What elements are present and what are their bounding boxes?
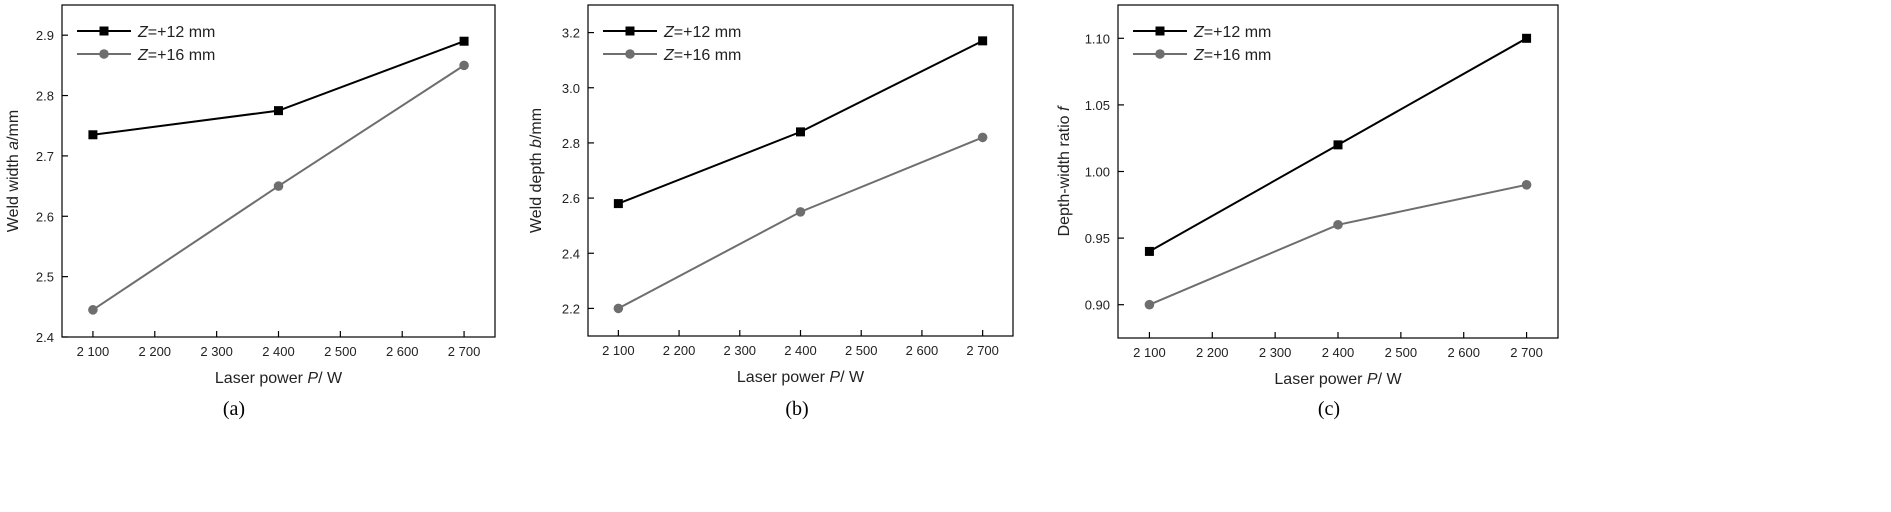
data-point-square xyxy=(274,106,283,116)
series-line-2 xyxy=(1149,183,1527,306)
panel-label: (c) xyxy=(1318,398,1340,420)
data-point-square xyxy=(796,127,805,137)
x-tick-label: 2 200 xyxy=(1196,345,1229,360)
data-point-circle xyxy=(273,181,284,191)
data-point-square xyxy=(88,130,98,140)
x-tick-label: 2 600 xyxy=(386,344,419,359)
x-tick-label: 2 100 xyxy=(602,343,635,358)
data-point-circle xyxy=(795,207,806,217)
panel-label: (a) xyxy=(223,398,245,420)
data-point-circle xyxy=(459,60,469,71)
x-tick-label: 2 300 xyxy=(200,344,233,359)
y-axis-label: Depth-width ratio f xyxy=(1056,105,1073,236)
y-tick-label: 2.8 xyxy=(562,136,580,151)
chart-panel-3: 2 100 2 200 2 300 2 400 2 500 2 600 2 700 0.90 0… xyxy=(1056,4,1559,420)
panel-label: (b) xyxy=(785,398,808,420)
legend-marker-circle xyxy=(625,49,635,59)
x-tick-label: 2 700 xyxy=(448,344,481,359)
data-point-circle xyxy=(1521,180,1532,190)
legend-label: Z=+12 mm xyxy=(1193,24,1271,41)
y-tick-label: 3.2 xyxy=(562,26,580,41)
chart-panel-1: 2 100 2 200 2 300 2 400 2 500 2 600 2 700 2.4 2.… xyxy=(5,4,496,420)
x-tick-label: 2 200 xyxy=(663,343,696,358)
legend-marker-circle xyxy=(99,49,109,59)
legend-label: Z=+16 mm xyxy=(663,47,741,64)
legend-label: Z=+16 mm xyxy=(137,47,215,64)
data-point-square xyxy=(459,36,469,46)
y-tick-label: 1.00 xyxy=(1085,165,1110,180)
x-tick-label: 2 500 xyxy=(1385,345,1418,360)
data-point-square xyxy=(1522,33,1532,43)
x-tick-label: 2 700 xyxy=(966,343,999,358)
data-point-square xyxy=(978,36,988,46)
x-tick-label: 2 100 xyxy=(77,344,110,359)
x-tick-label: 2 300 xyxy=(1259,345,1292,360)
y-tick-label: 0.95 xyxy=(1085,231,1110,246)
y-tick-label: 2.2 xyxy=(562,301,580,316)
x-axis-label: Laser power P/ W xyxy=(737,369,865,386)
y-tick-label: 2.4 xyxy=(36,330,54,345)
x-tick-label: 2 200 xyxy=(139,344,172,359)
y-tick-label: 2.6 xyxy=(36,209,54,224)
x-tick-label: 2 300 xyxy=(724,343,757,358)
y-tick-label: 2.8 xyxy=(36,89,54,104)
y-tick-label: 2.9 xyxy=(36,28,54,43)
y-tick-label: 2.4 xyxy=(562,246,580,261)
y-tick-label: 3.0 xyxy=(562,81,580,96)
chart-panel-2: 2 100 2 200 2 300 2 400 2 500 2 600 2 700 2.2 2.… xyxy=(528,4,1014,420)
x-tick-label: 2 100 xyxy=(1133,345,1166,360)
legend-marker-square xyxy=(625,26,635,36)
y-tick-label: 1.05 xyxy=(1085,98,1110,113)
y-tick-label: 2.5 xyxy=(36,270,54,285)
legend-marker-circle xyxy=(1155,49,1165,59)
x-tick-label: 2 400 xyxy=(1322,345,1355,360)
y-axis-label: Weld depth b/mm xyxy=(528,108,545,233)
y-tick-label: 2.6 xyxy=(562,191,580,206)
data-point-circle xyxy=(613,303,624,314)
legend-label: Z=+16 mm xyxy=(1193,47,1271,64)
series-line-1 xyxy=(617,39,984,205)
x-tick-label: 2 400 xyxy=(262,344,295,359)
series-line-2 xyxy=(617,136,984,310)
x-tick-label: 2 600 xyxy=(1447,345,1480,360)
data-point-square xyxy=(613,199,623,209)
data-point-circle xyxy=(977,132,988,143)
data-point-square xyxy=(1333,140,1343,150)
y-tick-label: 0.90 xyxy=(1085,298,1110,313)
x-tick-label: 2 400 xyxy=(784,343,817,358)
y-tick-label: 2.7 xyxy=(36,149,54,164)
x-axis-label: Laser power P/ W xyxy=(215,370,343,387)
legend-marker-square xyxy=(99,26,109,36)
data-point-circle xyxy=(1333,219,1343,230)
legend-label: Z=+12 mm xyxy=(663,24,741,41)
x-axis-label: Laser power P/ W xyxy=(1274,371,1402,388)
data-point-circle xyxy=(88,305,98,315)
y-tick-label: 1.10 xyxy=(1085,31,1110,46)
x-tick-label: 2 600 xyxy=(906,343,939,358)
legend-label: Z=+12 mm xyxy=(137,24,215,41)
x-tick-label: 2 700 xyxy=(1510,345,1543,360)
x-tick-label: 2 500 xyxy=(845,343,878,358)
data-point-square xyxy=(1144,246,1154,256)
data-point-circle xyxy=(1144,299,1155,310)
y-axis-label: Weld width a/mm xyxy=(5,110,22,232)
x-tick-label: 2 500 xyxy=(324,344,357,359)
legend-marker-square xyxy=(1155,26,1165,36)
